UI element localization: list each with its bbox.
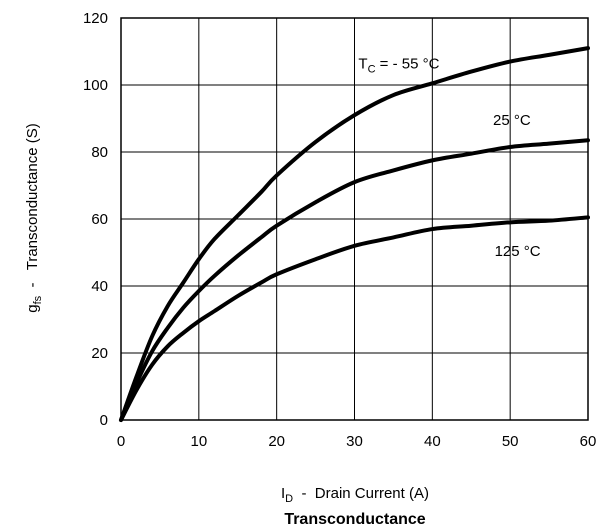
curves [119, 46, 590, 422]
series-line-2 [119, 215, 590, 422]
x-tick-label: 10 [190, 433, 207, 450]
y-tick-label: 0 [100, 412, 108, 429]
x-axis-label-sub: D [285, 493, 293, 505]
y-tick-label: 40 [91, 278, 108, 295]
tick-labels: 0 10 20 30 40 50 60 0 20 40 60 80 100 120 [83, 10, 596, 450]
x-tick-label: 20 [268, 433, 285, 450]
series-label-0: TC = - 55 °C [358, 55, 439, 75]
y-tick-label: 100 [83, 77, 108, 94]
series-label-1: 25 °C [493, 112, 531, 129]
y-axis-label: gfs - Transconductance (S) [24, 123, 44, 312]
plot-border [120, 17, 589, 421]
y-tick-label: 60 [91, 211, 108, 228]
y-axis-label-rest: - Transconductance (S) [24, 123, 41, 296]
y-tick-label: 20 [91, 345, 108, 362]
x-tick-label: 0 [117, 433, 125, 450]
series-line-1 [119, 138, 590, 422]
series-label-2: 125 °C [495, 243, 541, 260]
plot-frame [120, 17, 589, 421]
chart-title: Transconductance [284, 511, 425, 528]
series-label-rest: 25 °C [493, 112, 531, 129]
y-axis-label-main: g [24, 304, 41, 312]
y-tick-label: 80 [91, 144, 108, 161]
grid [121, 18, 588, 420]
x-tick-label: 40 [424, 433, 441, 450]
series-labels: TC = - 55 °C 25 °C 125 °C [358, 55, 540, 260]
y-axis-label-sub: fs [32, 295, 44, 304]
series-label-rest: 125 °C [495, 243, 541, 260]
series-line-0 [119, 46, 590, 422]
series-label-sub: C [368, 63, 376, 75]
y-tick-label: 120 [83, 10, 108, 27]
series-label-rest: = - 55 °C [376, 55, 440, 72]
x-axis-label-rest: - Drain Current (A) [293, 485, 429, 502]
x-axis-label-main: I [281, 485, 285, 502]
x-axis-label: ID - Drain Current (A) [281, 485, 429, 505]
x-tick-label: 30 [346, 433, 363, 450]
x-tick-label: 50 [502, 433, 519, 450]
series-label-main: T [358, 55, 367, 72]
x-tick-label: 60 [580, 433, 597, 450]
